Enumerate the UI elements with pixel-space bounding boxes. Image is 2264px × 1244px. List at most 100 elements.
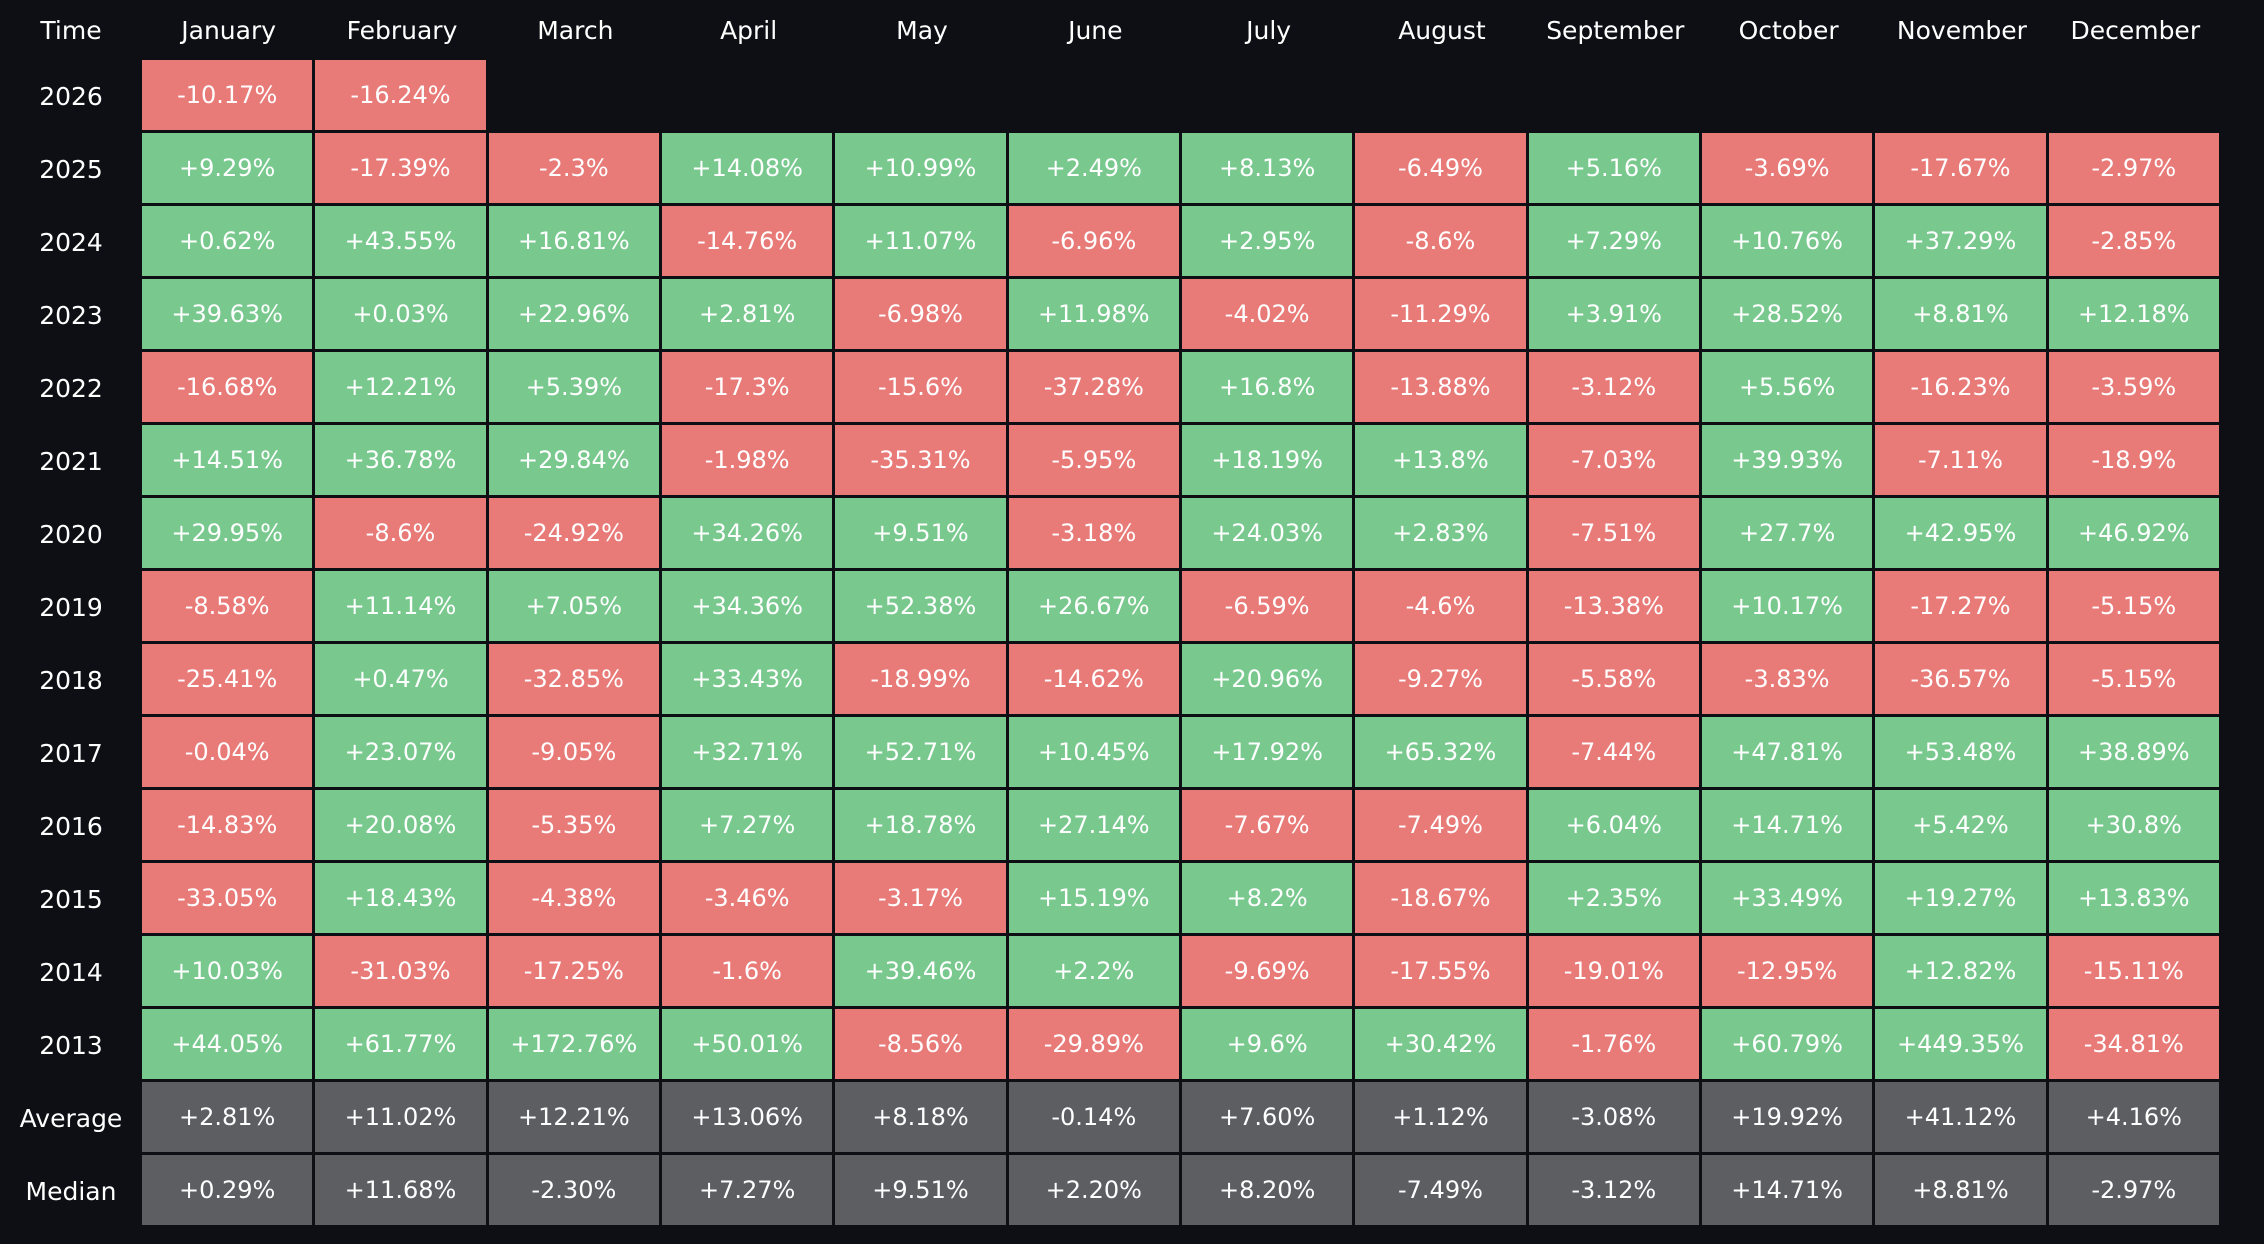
heatmap-cell: +14.08%	[661, 133, 836, 206]
heatmap-cell: -29.89%	[1008, 1009, 1182, 1082]
heatmap-cell: +0.47%	[315, 644, 489, 717]
heatmap-cell: +36.78%	[315, 425, 489, 498]
heatmap-cell: +18.78%	[835, 790, 1009, 863]
heatmap-cell: +16.81%	[488, 206, 662, 279]
heatmap-cell: +47.81%	[1701, 717, 1876, 790]
heatmap-cell: -17.25%	[488, 936, 662, 1009]
heatmap-cell: +61.77%	[315, 1009, 489, 1082]
row-label: 2014	[39, 958, 103, 987]
heatmap-cell: +2.2%	[1008, 936, 1182, 1009]
heatmap-cell: -6.96%	[1008, 206, 1182, 279]
heatmap-cell: -7.67%	[1181, 790, 1356, 863]
heatmap-cell: -15.6%	[835, 352, 1009, 425]
heatmap-cell: -18.99%	[835, 644, 1009, 717]
heatmap-cell: +172.76%	[488, 1009, 662, 1082]
row-label: 2025	[39, 155, 103, 184]
row-label: 2021	[39, 447, 103, 476]
heatmap-cell: -24.92%	[488, 498, 662, 571]
heatmap-cell: -17.39%	[315, 133, 489, 206]
heatmap-cell: -3.17%	[835, 863, 1009, 936]
heatmap-cell: -19.01%	[1528, 936, 1702, 1009]
heatmap-cell: +30.8%	[2048, 790, 2222, 863]
heatmap-cell: +28.52%	[1701, 279, 1876, 352]
summary-cell: -2.97%	[2048, 1155, 2222, 1228]
heatmap-cell: +17.92%	[1181, 717, 1356, 790]
heatmap-cell: -1.76%	[1528, 1009, 1702, 1082]
row-label: 2015	[39, 885, 103, 914]
summary-cell: -3.08%	[1528, 1082, 1702, 1155]
heatmap-cell: +0.62%	[142, 206, 316, 279]
empty-cell	[835, 60, 1009, 133]
heatmap-cell: -18.9%	[2048, 425, 2222, 498]
heatmap-cell: +19.27%	[1875, 863, 2049, 936]
summary-cell: -0.14%	[1008, 1082, 1182, 1155]
column-header: October	[1738, 15, 1839, 45]
heatmap-cell: +26.67%	[1008, 571, 1182, 644]
heatmap-cell: -14.83%	[142, 790, 316, 863]
heatmap-cell: -9.05%	[488, 717, 662, 790]
heatmap-cell: -9.27%	[1355, 644, 1529, 717]
heatmap-cell: -15.11%	[2048, 936, 2222, 1009]
heatmap-cell: +52.71%	[835, 717, 1009, 790]
heatmap-cell: -4.6%	[1355, 571, 1529, 644]
heatmap-cell: +12.18%	[2048, 279, 2222, 352]
empty-cell	[1701, 60, 1876, 133]
heatmap-cell: -17.55%	[1355, 936, 1529, 1009]
heatmap-cell: -6.59%	[1181, 571, 1356, 644]
empty-cell	[1355, 60, 1529, 133]
summary-cell: +8.20%	[1181, 1155, 1356, 1228]
column-header: August	[1398, 15, 1486, 45]
empty-cell	[1875, 60, 2049, 133]
heatmap-cell: +18.43%	[315, 863, 489, 936]
heatmap-cell: +18.19%	[1181, 425, 1356, 498]
empty-cell	[488, 60, 662, 133]
heatmap-cell: -7.51%	[1528, 498, 1702, 571]
heatmap-cell: +9.29%	[142, 133, 316, 206]
heatmap-cell: -8.6%	[1355, 206, 1529, 279]
heatmap-cell: -5.58%	[1528, 644, 1702, 717]
heatmap-cell: +7.29%	[1528, 206, 1702, 279]
summary-cell: +1.12%	[1355, 1082, 1529, 1155]
heatmap-cell: +11.14%	[315, 571, 489, 644]
heatmap-cell: +10.45%	[1008, 717, 1182, 790]
heatmap-cell: -16.23%	[1875, 352, 2049, 425]
heatmap-cell: -7.11%	[1875, 425, 2049, 498]
heatmap-cell: +50.01%	[661, 1009, 836, 1082]
heatmap-cell: -16.68%	[142, 352, 316, 425]
heatmap-cell: +8.81%	[1875, 279, 2049, 352]
row-label: 2016	[39, 812, 103, 841]
heatmap-cell: +39.46%	[835, 936, 1009, 1009]
summary-cell: +14.71%	[1701, 1155, 1876, 1228]
heatmap-cell: +22.96%	[488, 279, 662, 352]
heatmap-cell: +42.95%	[1875, 498, 2049, 571]
heatmap-cell: -11.29%	[1355, 279, 1529, 352]
summary-label: Median	[25, 1177, 117, 1206]
monthly-returns-heatmap: Time January February March April May June July…	[20, 15, 2222, 1228]
heatmap-cell: +10.76%	[1701, 206, 1876, 279]
summary-cell: +13.06%	[661, 1082, 836, 1155]
column-header: January	[181, 15, 277, 45]
summary-cell: +2.81%	[142, 1082, 316, 1155]
heatmap-cell: +2.83%	[1355, 498, 1529, 571]
column-header: July	[1246, 15, 1292, 45]
summary-cell: +4.16%	[2048, 1082, 2222, 1155]
heatmap-cell: +2.49%	[1008, 133, 1182, 206]
heatmap-cell: -3.69%	[1701, 133, 1876, 206]
heatmap-cell: +32.71%	[661, 717, 836, 790]
summary-cell: +2.20%	[1008, 1155, 1182, 1228]
summary-cell: +41.12%	[1875, 1082, 2049, 1155]
heatmap-cell: -6.49%	[1355, 133, 1529, 206]
row-label: 2023	[39, 301, 103, 330]
heatmap-cell: +52.38%	[835, 571, 1009, 644]
summary-cell: +11.68%	[315, 1155, 489, 1228]
heatmap-cell: +9.51%	[835, 498, 1009, 571]
heatmap-cell: -17.3%	[661, 352, 836, 425]
heatmap-cell: +33.43%	[661, 644, 836, 717]
heatmap-cell: +13.83%	[2048, 863, 2222, 936]
heatmap-cell: -17.67%	[1875, 133, 2049, 206]
heatmap-cell: -7.44%	[1528, 717, 1702, 790]
heatmap-cell: -7.03%	[1528, 425, 1702, 498]
heatmap-cell: +34.26%	[661, 498, 836, 571]
heatmap-cell: -10.17%	[142, 60, 316, 133]
heatmap-cell: -37.28%	[1008, 352, 1182, 425]
